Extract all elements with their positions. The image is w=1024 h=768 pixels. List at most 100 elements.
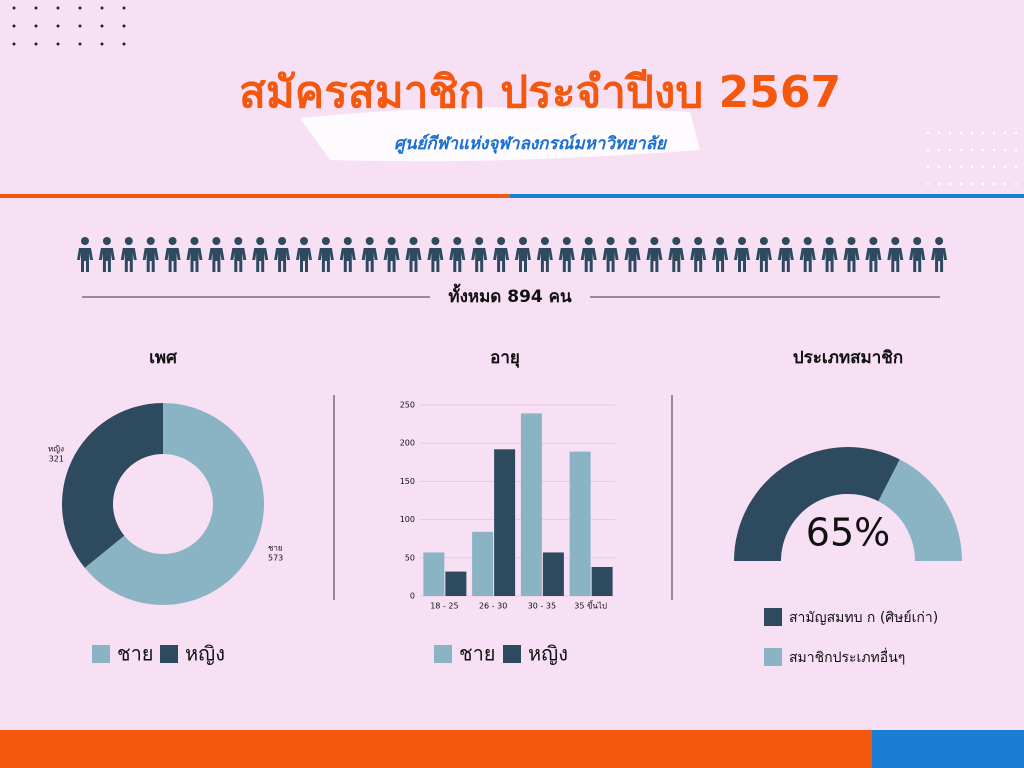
person-head	[519, 237, 527, 245]
person-body	[536, 248, 553, 272]
dot	[1003, 182, 1007, 186]
dot	[78, 6, 82, 10]
bar	[542, 552, 564, 596]
dot	[926, 182, 930, 186]
person-body	[493, 248, 510, 272]
y-tick-label: 100	[400, 515, 415, 524]
person-body	[252, 248, 269, 272]
dot	[56, 24, 60, 28]
dot	[970, 148, 974, 152]
person-body	[361, 248, 378, 272]
dot	[959, 131, 963, 135]
person-body	[646, 248, 663, 272]
person-head	[606, 237, 615, 245]
dot	[959, 182, 963, 186]
donut-slice	[62, 403, 163, 568]
person-body	[164, 248, 181, 272]
person-body	[98, 248, 115, 272]
person-head	[278, 237, 287, 245]
person-body	[887, 248, 904, 272]
gauge-label: 65%	[806, 511, 890, 555]
dot	[970, 131, 974, 135]
x-tick-label: 35 ขึ้นไป	[574, 600, 607, 611]
person-head	[759, 237, 768, 245]
y-tick-label: 200	[400, 439, 415, 448]
x-tick-label: 26 - 30	[479, 602, 507, 611]
dot	[100, 24, 104, 28]
bar	[445, 571, 467, 596]
legend-swatch	[160, 645, 178, 663]
person-head	[738, 237, 746, 245]
person-body	[843, 248, 860, 272]
person-head	[540, 237, 549, 245]
person-head	[562, 237, 571, 245]
dot	[122, 6, 126, 10]
person-head	[234, 237, 243, 245]
person-head	[913, 237, 922, 245]
person-head	[387, 237, 396, 245]
dot	[12, 42, 16, 46]
data-label-name: หญิง	[48, 445, 64, 454]
person-head	[343, 237, 352, 245]
person-body	[186, 248, 203, 272]
bar	[591, 566, 613, 596]
person-head	[869, 237, 878, 245]
dot	[948, 131, 952, 135]
person-head	[409, 237, 418, 245]
dot	[122, 24, 126, 28]
person-body	[120, 248, 137, 272]
dot	[1003, 165, 1007, 169]
data-label-name: ชาย	[268, 544, 283, 553]
legend-label: หญิง	[528, 642, 568, 666]
person-body	[230, 248, 247, 272]
person-body	[296, 248, 312, 272]
dot	[12, 24, 16, 28]
dot	[992, 165, 996, 169]
rule-orange	[0, 194, 510, 198]
y-tick-label: 150	[400, 477, 415, 486]
person-body	[274, 248, 291, 272]
gauge-segment	[878, 459, 962, 561]
person-head	[431, 237, 440, 245]
dot	[1014, 165, 1018, 169]
dot	[34, 42, 38, 46]
dot	[981, 182, 985, 186]
legend-swatch	[503, 645, 521, 663]
gauge-segment	[734, 446, 900, 561]
dot	[100, 6, 104, 10]
dot	[1014, 131, 1018, 135]
person-body	[383, 248, 400, 272]
person-body	[515, 248, 531, 272]
person-body	[208, 248, 225, 272]
people-icons	[77, 237, 948, 272]
person-head	[212, 237, 221, 245]
person-body	[317, 248, 334, 272]
person-head	[365, 237, 374, 245]
person-body	[821, 248, 838, 272]
person-head	[321, 237, 330, 245]
dot	[937, 148, 941, 152]
person-head	[650, 237, 659, 245]
person-body	[558, 248, 575, 272]
person-head	[935, 237, 944, 245]
dot	[100, 42, 104, 46]
person-body	[712, 248, 729, 272]
total: ทั้งหมด 894 คน	[448, 283, 572, 307]
person-body	[339, 248, 356, 272]
person-body	[77, 248, 93, 272]
person-head	[497, 237, 506, 245]
dot	[992, 131, 996, 135]
person-body	[909, 248, 926, 272]
person-body	[449, 248, 466, 272]
person-body	[471, 248, 488, 272]
person-head	[102, 237, 111, 245]
person-body	[865, 248, 882, 272]
y-tick-label: 50	[405, 553, 415, 562]
person-body	[580, 248, 597, 272]
y-tick-label: 250	[400, 401, 415, 410]
legend-label: ชาย	[459, 642, 496, 666]
data-label: 573	[268, 554, 283, 563]
dot	[981, 165, 985, 169]
chart-title: ประเภทสมาชิก	[793, 348, 903, 368]
